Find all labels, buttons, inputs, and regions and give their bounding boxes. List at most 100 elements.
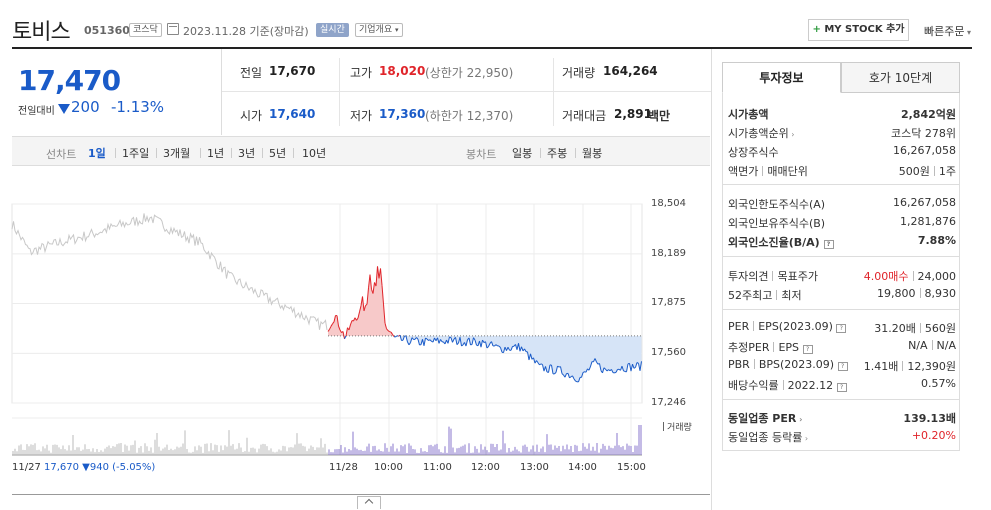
opinion-label: 투자의견 [728,270,769,283]
price-segment [530,353,533,360]
period-3y[interactable]: 3년 [238,147,256,160]
price-segment [557,365,560,368]
price-segment [599,363,602,371]
base-date: 2023.11.28 기준(장마감) [183,25,309,38]
price-segment [338,325,341,331]
price-segment [542,364,545,372]
price-segment [545,366,548,373]
period-1y[interactable]: 1년 [207,147,225,160]
period-1w[interactable]: 1주일 [122,147,150,160]
separator [753,321,755,331]
quick-order-button[interactable]: 빠른주문 ▾ [924,23,971,39]
lower-limit: (하한가 12,370) [425,109,514,123]
section-divider [722,256,960,257]
period-10y[interactable]: 10년 [302,147,327,160]
chart-bottom-line [12,494,710,495]
volume-axis-label: 거래량 [663,420,692,433]
x-tick: 15:00 [617,462,646,473]
realtime-button[interactable]: 실시간 [316,23,349,37]
calendar-icon [167,23,179,35]
price-segment [503,346,506,353]
foreign-limit-label: 외국인한도주식수(A) [728,198,826,211]
tab-invest-info[interactable]: 투자정보 [722,62,841,93]
amount-unit: 백만 [648,109,671,123]
price-segment [473,337,476,341]
opinion-value: 4.00매수 [863,270,909,283]
par-value: 500원 [898,165,930,178]
mcap-rank-value: 코스닥 278위 [891,127,956,140]
x-tick: 12:00 [471,462,500,473]
price-segment [588,366,591,371]
info-icon[interactable]: ? [836,324,847,333]
price-segment [339,329,342,333]
price-segment [416,337,419,340]
candle-weekly[interactable]: 주봉 [547,147,568,160]
period-1d[interactable]: 1일 [88,147,106,160]
prev-day-values: 17,670 ▼940 (-5.05%) [44,462,156,473]
industry-per-value: 139.13배 [903,412,956,425]
price-segment [573,378,576,382]
price-segment [384,322,387,329]
volume-value: 164,264 [603,64,658,78]
price-segment [485,341,488,349]
tab-orderbook[interactable]: 호가 10단계 [841,62,960,93]
down-area [328,335,642,382]
price-segment [569,376,572,379]
price-segment [344,335,347,340]
dividend-label: 배당수익률 [728,379,779,392]
price-segment [582,371,585,373]
price-change: 200 [71,98,100,116]
shares-row: 상장주식수 16,267,058 [728,144,956,160]
company-overview-dropdown[interactable]: 기업개요 ▾ [355,23,403,37]
chevron-right-icon: › [796,415,803,424]
info-icon[interactable]: ? [802,345,813,354]
price-segment [372,282,375,294]
x-tick: 13:00 [520,462,549,473]
price-segment [548,364,551,373]
info-icon[interactable]: ? [823,240,834,249]
price-segment [630,364,633,372]
prev-close-label: 전일 [240,66,263,80]
separator [919,323,921,333]
price-segment [594,358,597,363]
y-tick: 18,504 [651,198,686,209]
period-3m[interactable]: 3개월 [163,147,191,160]
mcap-rank-row[interactable]: 시가총액순위 › 코스닥 278위 [728,125,956,141]
eps-label: EPS(2023.09) [758,320,833,333]
price-segment [615,369,618,373]
separator [772,271,774,281]
pbr-row: PBR BPS(2023.09) ? 1.41배 12,390원 [728,358,956,373]
price-segment [399,334,402,341]
prev-compare-label: 전일대비 [18,106,55,117]
price-segment [623,370,626,372]
foreign-hold-value: 1,281,876 [900,215,956,228]
info-icon[interactable]: ? [837,362,848,371]
price-segment [608,369,611,372]
week52-low-label: 최저 [781,289,802,302]
price-segment [395,335,398,338]
info-icon[interactable]: ? [836,383,847,392]
separator [912,271,914,281]
industry-chg-row[interactable]: 동일업종 등락률 › +0.20% [728,429,956,445]
quote-col-divider [339,58,340,126]
price-segment [410,337,413,343]
candle-monthly[interactable]: 월봉 [582,147,603,160]
dividend-date: 2022.12 [787,379,834,392]
price-segment [578,377,581,383]
add-mystock-button[interactable]: + MY STOCK 추가 [808,19,909,41]
price-segment [636,362,639,364]
separator [540,148,541,158]
period-5y[interactable]: 5년 [269,147,287,160]
chevron-up-icon[interactable] [357,496,381,509]
down-arrow-icon [58,104,70,114]
high-value: 18,020 [379,64,426,78]
volume-bars [12,425,642,455]
x-tick: 14:00 [568,462,597,473]
price-segment [375,266,378,287]
industry-per-row[interactable]: 동일업종 PER › 139.13배 [728,410,956,426]
period-bar: 선차트 1일 1주일 3개월 1년 3년 5년 10년 봉차트 일봉 주봉 월봉 [12,136,710,166]
section-divider [722,399,960,400]
per-label: PER [728,320,750,333]
candle-daily[interactable]: 일봉 [512,147,533,160]
est-per-label: 추정PER [728,341,770,354]
